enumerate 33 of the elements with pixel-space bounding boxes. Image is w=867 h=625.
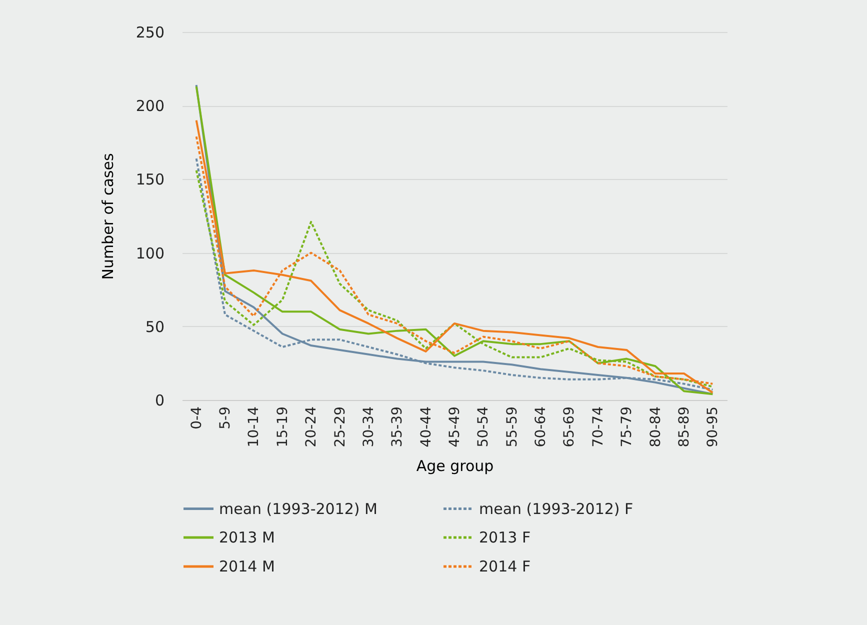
x-tick-label: 45-49 [447,406,463,448]
legend-label: 2013 F [479,528,531,546]
legend-label: 2013 M [219,528,275,546]
x-tick-label: 70-74 [590,406,606,448]
y-axis-title: Number of cases [98,153,117,280]
legend-label: mean (1993-2012) M [219,500,378,518]
y-tick-label: 0 [154,392,164,410]
y-tick-label: 100 [136,244,164,262]
x-tick-label: 15-19 [274,406,291,448]
legend-label: mean (1993-2012) F [479,500,634,518]
x-axis-title: Age group [416,457,494,476]
x-tick-label: 50-54 [476,406,492,448]
legend-label: 2014 M [219,558,275,576]
y-tick-label: 250 [136,24,164,42]
x-tick-label: 65-69 [562,406,578,448]
x-tick-label: 75-79 [619,406,636,448]
x-tick-label: 30-34 [360,406,377,448]
x-tick-label: 60-64 [533,406,550,448]
x-tick-label: 80-84 [648,406,664,448]
x-tick-label: 20-24 [304,406,320,448]
x-tick-label: 0-4 [188,406,205,430]
y-tick-label: 150 [136,170,164,189]
x-tick-label: 90-95 [705,406,722,448]
x-tick-label: 55-59 [504,406,520,448]
legend-label: 2014 F [479,558,531,576]
x-tick-label: 40-44 [418,406,434,448]
y-tick-label: 50 [145,318,164,336]
x-tick-label: 35-39 [390,406,406,448]
x-tick-label: 5-9 [218,406,234,430]
y-tick-label: 200 [136,97,164,116]
x-tick-label: 10-14 [246,406,262,448]
x-tick-label: 85-89 [676,406,692,448]
x-tick-label: 25-29 [332,406,348,448]
